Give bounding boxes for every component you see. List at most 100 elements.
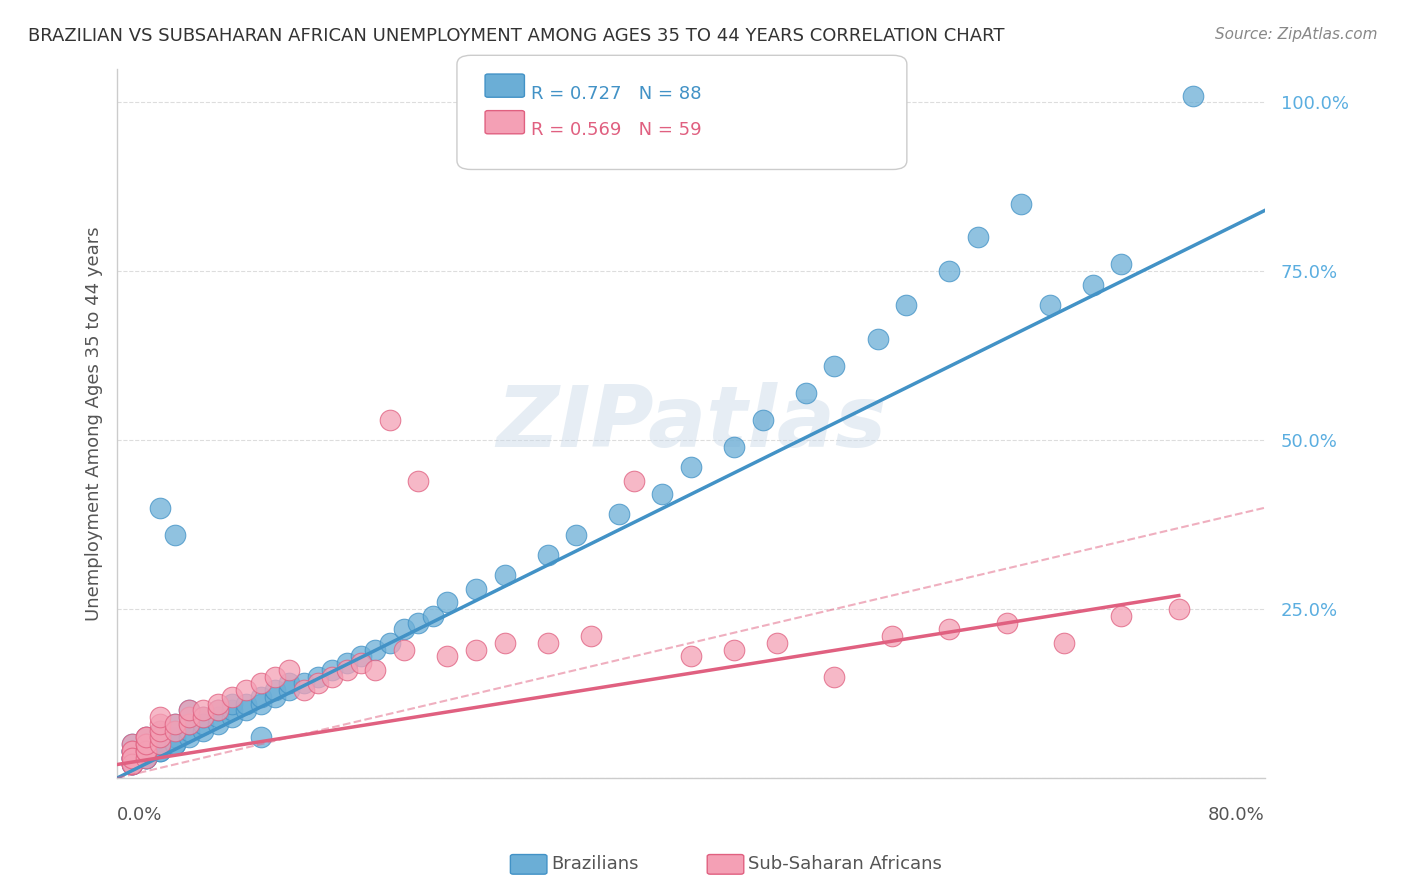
Point xyxy=(494,568,516,582)
Point xyxy=(193,723,215,738)
Point xyxy=(177,703,200,717)
Point xyxy=(149,744,172,758)
Point xyxy=(121,744,143,758)
Point xyxy=(177,717,200,731)
Point xyxy=(350,649,373,664)
Point xyxy=(177,717,200,731)
Point xyxy=(135,737,157,751)
Point xyxy=(794,385,817,400)
Text: Source: ZipAtlas.com: Source: ZipAtlas.com xyxy=(1215,27,1378,42)
Point xyxy=(995,615,1018,630)
Point xyxy=(121,750,143,764)
Point xyxy=(135,744,157,758)
Point xyxy=(364,642,387,657)
Point xyxy=(135,737,157,751)
Point xyxy=(307,670,329,684)
Point xyxy=(135,744,157,758)
Point xyxy=(193,710,215,724)
Point xyxy=(536,636,558,650)
Point xyxy=(163,717,186,731)
Point xyxy=(135,750,157,764)
Point xyxy=(121,757,143,772)
Point xyxy=(121,757,143,772)
Point xyxy=(149,731,172,745)
Point xyxy=(121,744,143,758)
Point xyxy=(235,683,257,698)
Point xyxy=(278,683,301,698)
Point xyxy=(149,723,172,738)
Point xyxy=(292,676,315,690)
Point xyxy=(751,413,773,427)
Point xyxy=(392,623,415,637)
Point xyxy=(221,690,243,704)
Point xyxy=(824,670,846,684)
Point xyxy=(378,636,401,650)
Point xyxy=(135,744,157,758)
Point xyxy=(249,676,271,690)
Point xyxy=(249,697,271,711)
Point xyxy=(121,737,143,751)
Point xyxy=(121,744,143,758)
Point xyxy=(149,744,172,758)
Point xyxy=(350,656,373,670)
Point xyxy=(321,663,343,677)
Point xyxy=(121,757,143,772)
Point xyxy=(264,690,287,704)
Point xyxy=(623,474,645,488)
Point xyxy=(264,683,287,698)
Point xyxy=(121,737,143,751)
Point xyxy=(121,744,143,758)
Point xyxy=(723,642,745,657)
Point xyxy=(679,460,702,475)
Point xyxy=(135,737,157,751)
Point xyxy=(207,703,229,717)
Point xyxy=(579,629,602,643)
Point xyxy=(967,230,990,244)
Point xyxy=(364,663,387,677)
Point xyxy=(1010,196,1032,211)
Point xyxy=(766,636,789,650)
Point xyxy=(163,723,186,738)
Point xyxy=(307,676,329,690)
Text: Sub-Saharan Africans: Sub-Saharan Africans xyxy=(748,855,942,873)
Point xyxy=(249,731,271,745)
Point xyxy=(1111,608,1133,623)
Point xyxy=(135,731,157,745)
Point xyxy=(149,500,172,515)
Point xyxy=(163,527,186,541)
Point xyxy=(1111,257,1133,271)
Text: R = 0.569   N = 59: R = 0.569 N = 59 xyxy=(531,121,702,139)
Text: ZIPatlas: ZIPatlas xyxy=(496,382,886,465)
Point xyxy=(392,642,415,657)
Point xyxy=(436,649,458,664)
Point xyxy=(336,663,359,677)
Point xyxy=(149,737,172,751)
Point xyxy=(207,717,229,731)
Point xyxy=(221,710,243,724)
Point xyxy=(135,744,157,758)
Point xyxy=(207,697,229,711)
Point xyxy=(177,731,200,745)
Point xyxy=(121,750,143,764)
Point xyxy=(135,731,157,745)
Point xyxy=(135,731,157,745)
Point xyxy=(121,750,143,764)
Point xyxy=(1081,277,1104,292)
Point xyxy=(135,750,157,764)
Point xyxy=(135,750,157,764)
Text: 80.0%: 80.0% xyxy=(1208,806,1265,824)
Point xyxy=(163,723,186,738)
Point xyxy=(651,487,673,501)
Point xyxy=(249,690,271,704)
Point xyxy=(163,731,186,745)
Point xyxy=(163,737,186,751)
Point xyxy=(135,737,157,751)
Point xyxy=(938,623,960,637)
Point xyxy=(149,737,172,751)
Point xyxy=(880,629,903,643)
Point xyxy=(235,697,257,711)
Point xyxy=(565,527,588,541)
Point xyxy=(193,703,215,717)
Point xyxy=(679,649,702,664)
Point xyxy=(193,717,215,731)
